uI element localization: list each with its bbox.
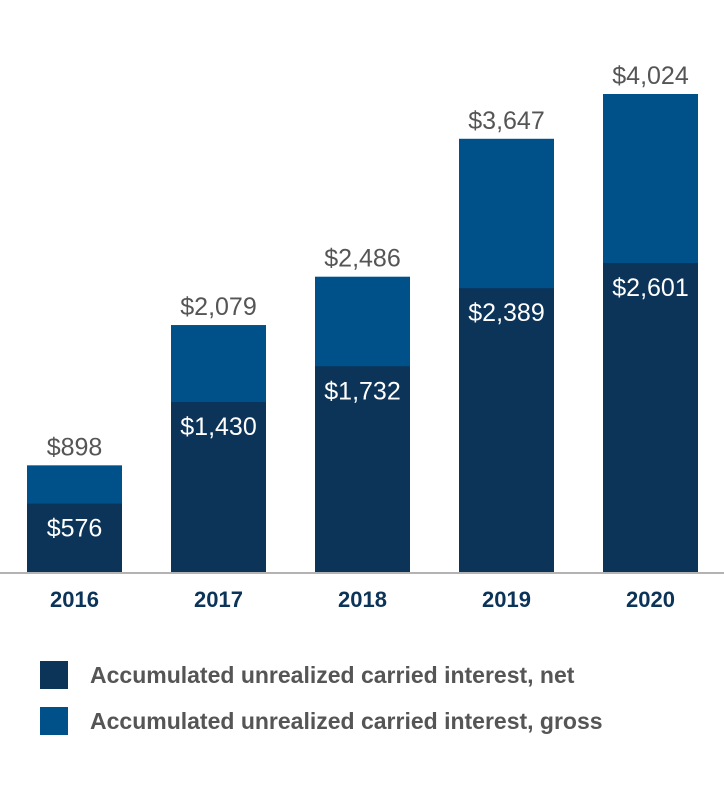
legend-item-net: Accumulated unrealized carried interest,… [40, 652, 603, 698]
bar-chart: $898 $576 2016 $2,079 $1,430 2017 $2,486 $1,732… [0, 62, 724, 612]
legend-label-gross: Accumulated unrealized carried interest,… [90, 707, 603, 734]
gross-value-label: $898 [47, 433, 103, 461]
net-value-label: $2,601 [612, 274, 688, 302]
legend-swatch-gross [40, 707, 68, 735]
x-tick-label: 2019 [482, 587, 531, 612]
bar-net-2017 [171, 402, 266, 572]
legend-swatch-net [40, 661, 68, 689]
net-value-label: $1,430 [180, 413, 256, 441]
bar-net-2016 [27, 503, 122, 572]
legend: Accumulated unrealized carried interest,… [40, 652, 603, 744]
x-tick-label: 2018 [338, 587, 387, 612]
bar-net-2019 [459, 288, 554, 572]
gross-value-label: $4,024 [612, 62, 689, 90]
legend-item-gross: Accumulated unrealized carried interest,… [40, 698, 603, 744]
net-value-label: $576 [47, 515, 103, 543]
gross-value-label: $2,079 [180, 293, 256, 321]
net-value-label: $1,732 [324, 377, 400, 405]
gross-value-label: $3,647 [468, 107, 544, 135]
net-value-label: $2,389 [468, 299, 544, 327]
x-tick-label: 2016 [50, 587, 99, 612]
x-tick-label: 2020 [626, 587, 675, 612]
bar-net-2018 [315, 366, 410, 572]
gross-value-label: $2,486 [324, 245, 400, 273]
legend-label-net: Accumulated unrealized carried interest,… [90, 661, 575, 688]
x-tick-label: 2017 [194, 587, 243, 612]
bar-net-2020 [603, 263, 698, 572]
